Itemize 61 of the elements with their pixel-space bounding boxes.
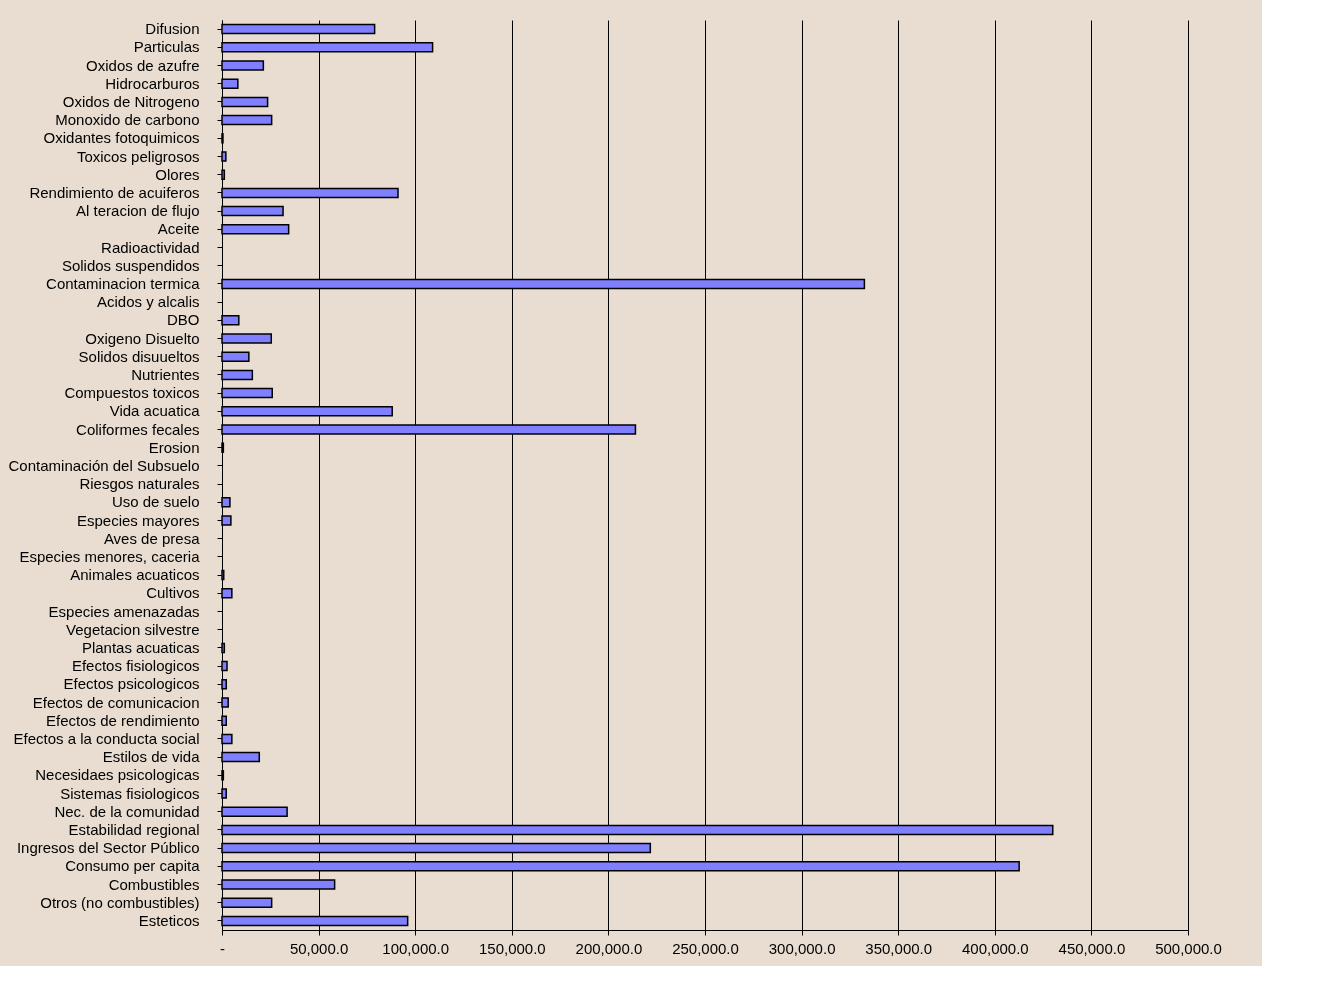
y-tick-label: Cultivos (146, 584, 200, 602)
y-tick-label: Particulas (133, 38, 200, 56)
y-tick-label: Especies menores, caceria (19, 547, 201, 565)
y-tick-label: Estilos de vida (102, 748, 201, 766)
x-tick-label: 300,000.0 (768, 939, 836, 957)
y-tick-label: Vegetacion silvestre (66, 620, 200, 638)
y-tick-label: Otros (no combustibles) (40, 893, 200, 911)
y-tick-label: Vida acuatica (109, 402, 201, 420)
x-tick-label: 450,000.0 (1058, 939, 1126, 957)
y-tick-label: Efectos de comunicacion (32, 693, 200, 711)
y-tick-label: Efectos fisiologicos (71, 657, 200, 675)
y-tick-label: Toxicos peligrosos (76, 147, 200, 165)
y-tick-label: Olores (155, 165, 200, 183)
y-tick-label: Aves de presa (103, 529, 201, 547)
y-tick-label: Difusion (145, 20, 200, 38)
y-tick-label: Nutrientes (131, 365, 200, 383)
y-tick-label: Radioactividad (101, 238, 200, 256)
y-tick-label: Monoxido de carbono (55, 111, 200, 129)
y-tick-label: Plantas acuaticas (81, 638, 200, 656)
y-tick-label: Rendimiento de acuiferos (29, 183, 200, 201)
y-tick-label: Consumo per capita (65, 857, 201, 875)
x-tick-label: 200,000.0 (575, 939, 643, 957)
y-tick-label: Contaminacion termica (46, 274, 201, 292)
y-tick-label: Contaminación del Subsuelo (8, 456, 200, 474)
x-tick-label: 100,000.0 (382, 939, 450, 957)
y-tick-label: Especies mayores (76, 511, 200, 529)
y-tick-label: Riesgos naturales (79, 475, 200, 493)
y-tick-label: Efectos psicologicos (63, 675, 200, 693)
y-tick-label: Solidos disuueltos (78, 347, 200, 365)
y-tick-label: Esteticos (138, 911, 200, 929)
y-tick-label: Animales acuaticos (70, 566, 200, 584)
x-tick-label: 500,000.0 (1155, 939, 1222, 957)
y-tick-label: Nec. de la comunidad (54, 802, 200, 820)
y-tick-label: Estabilidad regional (68, 820, 200, 838)
y-tick-label: Combustibles (108, 875, 200, 893)
y-tick-label: Efectos a la conducta social (13, 729, 200, 747)
y-tick-label: Hidrocarburos (105, 74, 200, 92)
y-tick-label: Oxidos de azufre (86, 56, 200, 74)
y-tick-label: Oxidantes fotoquimicos (43, 129, 200, 147)
y-tick-label: Al teracion de flujo (76, 202, 200, 220)
y-tick-label: Compuestos toxicos (64, 384, 200, 402)
y-tick-label: Aceite (157, 220, 200, 238)
y-tick-label: Coliformes fecales (76, 420, 200, 438)
y-tick-label: Especies amenazadas (48, 602, 200, 620)
y-tick-label: DBO (166, 311, 200, 329)
y-tick-label: Solidos suspendidos (61, 256, 200, 274)
y-tick-label: Oxidos de Nitrogeno (62, 92, 200, 110)
x-tick-label: 400,000.0 (961, 939, 1029, 957)
y-tick-label: Necesidaes psicologicas (35, 766, 200, 784)
x-tick-label: 250,000.0 (672, 939, 739, 957)
x-tick-label: 350,000.0 (865, 939, 933, 957)
y-tick-label: Sistemas fisiologicos (60, 784, 200, 802)
y-tick-label: Efectos de rendimiento (46, 711, 200, 729)
x-tick-label: - (220, 939, 225, 957)
y-tick-label: Erosion (148, 438, 200, 456)
y-tick-label: Ingresos del Sector Público (16, 839, 200, 857)
y-tick-label: Oxigeno Disuelto (85, 329, 200, 347)
x-tick-label: 150,000.0 (478, 939, 546, 957)
y-tick-label: Uso de suelo (111, 493, 200, 511)
y-tick-label: Acidos y alcalis (96, 293, 200, 311)
x-tick-label: 50,000.0 (289, 939, 349, 957)
